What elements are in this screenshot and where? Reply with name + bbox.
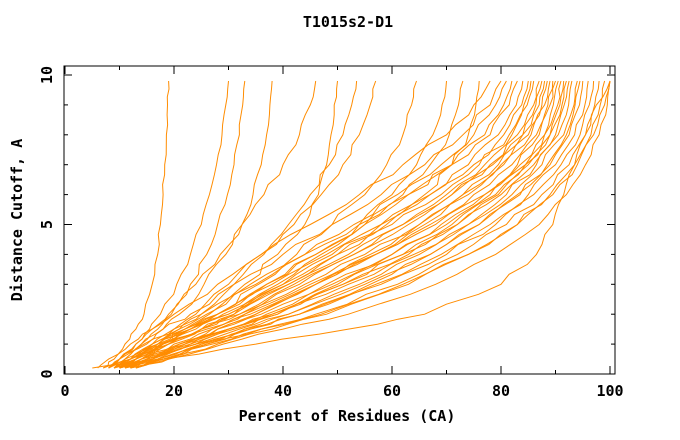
x-tick-label: 0 <box>60 382 69 400</box>
plot-border <box>63 65 616 375</box>
model-curve <box>108 80 529 369</box>
x-tick-label: 80 <box>492 382 510 400</box>
axis-ticks <box>64 66 615 375</box>
x-axis-label: Percent of Residues (CA) <box>239 407 456 425</box>
chart-title: T1015s2-D1 <box>303 13 393 31</box>
y-tick-label: 10 <box>38 66 56 84</box>
y-tick-label: 0 <box>38 369 56 378</box>
model-curve <box>130 80 589 369</box>
model-curve <box>102 80 170 369</box>
model-curve <box>113 80 562 369</box>
model-curve <box>124 80 611 369</box>
x-tick-label: 60 <box>383 382 401 400</box>
model-curve <box>113 80 273 369</box>
axis-tick-labels: 0 20 40 60 80 100 0 5 10 <box>38 66 624 400</box>
model-curve <box>135 80 581 369</box>
model-curve <box>108 80 317 369</box>
model-curve <box>119 80 338 369</box>
y-axis-label: Distance Cutoff, A <box>8 139 26 302</box>
model-curve <box>92 80 611 369</box>
model-curves <box>92 80 611 369</box>
model-curve <box>119 80 358 369</box>
model-curve <box>108 80 502 369</box>
model-curve <box>124 80 524 369</box>
model-curve <box>119 80 595 369</box>
model-curve <box>119 80 567 369</box>
x-tick-label: 40 <box>274 382 292 400</box>
model-curve <box>113 80 551 369</box>
model-curve <box>119 80 513 369</box>
model-curve <box>103 80 518 369</box>
x-tick-label: 20 <box>165 382 183 400</box>
model-curve <box>119 80 578 369</box>
y-tick-label: 5 <box>38 220 56 229</box>
model-curve <box>97 80 491 369</box>
model-curve <box>108 80 546 369</box>
model-curve <box>130 80 611 369</box>
x-tick-label: 100 <box>596 382 623 400</box>
